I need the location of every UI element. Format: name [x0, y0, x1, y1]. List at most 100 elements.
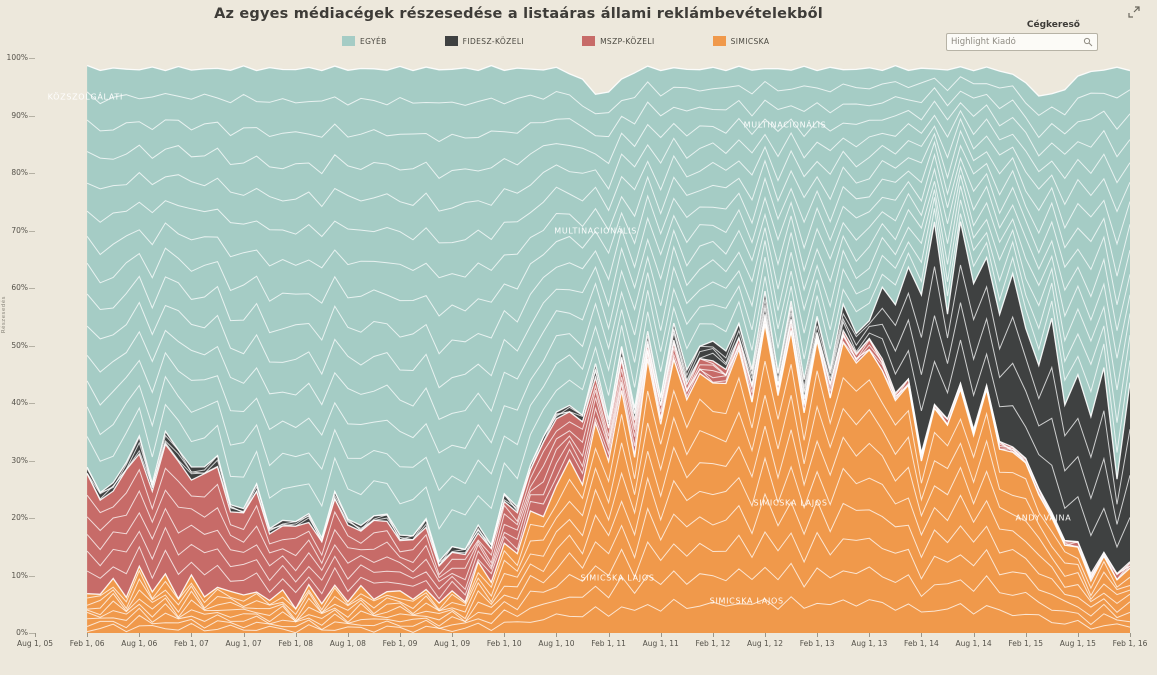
chart-canvas[interactable]: [35, 58, 1130, 633]
stream-line: [86, 395, 1130, 616]
y-axis-tick: [29, 115, 35, 117]
stream-line: [86, 109, 1130, 212]
x-axis-tick: [660, 633, 662, 637]
x-axis-tick: [556, 633, 558, 637]
x-axis-tick: [1130, 633, 1131, 637]
legend-label: FIDESZ-KÖZELI: [462, 36, 525, 46]
company-search-input[interactable]: [947, 37, 1083, 47]
legend-item-egyeb[interactable]: EGYÉB: [342, 36, 387, 46]
stacked-area-chart: KÖZSZOLGÁLATI MULTINACIONÁLIS MULTINACIONÁ…: [35, 58, 1130, 633]
x-axis-tick-label: Feb 1, 12: [695, 639, 731, 648]
stream-line: [86, 562, 1130, 631]
y-axis-tick: [29, 460, 35, 462]
x-axis-tick: [400, 633, 401, 637]
x-axis-tick: [973, 633, 975, 637]
legend-item-simicska[interactable]: SIMICSKA: [712, 36, 770, 46]
y-axis-tick: [29, 518, 35, 519]
x-axis-tick: [1077, 633, 1079, 637]
x-axis-tick: [817, 633, 819, 637]
stream-line: [86, 492, 1130, 623]
x-axis-tick: [608, 633, 610, 637]
page-title: Az egyes médiacégek részesedése a listaá…: [214, 6, 823, 22]
x-axis-tick-label: Aug 1, 15: [1059, 639, 1096, 648]
stream-line: [86, 129, 1130, 279]
x-axis-tick-label: Aug 1, 11: [642, 639, 679, 648]
stream-line: [86, 307, 1130, 564]
x-axis-tick: [139, 633, 141, 637]
x-axis-tick: [452, 633, 454, 637]
legend-item-mszp-kozeli[interactable]: MSZP-KÖZELI: [582, 36, 655, 46]
x-axis-tick-label: Feb 1, 16: [1112, 639, 1148, 648]
chart-annotation: MULTINACIONÁLIS: [554, 226, 638, 236]
egyeb-color-swatch: [342, 36, 355, 46]
x-axis-tick: [295, 633, 297, 637]
x-axis-tick: [191, 633, 193, 637]
band-boundary-line: [86, 221, 1130, 563]
stream-line: [86, 76, 1130, 117]
x-axis-tick-label: Aug 1, 06: [121, 639, 158, 648]
company-search-box[interactable]: [946, 33, 1098, 51]
stream-line: [86, 208, 1130, 530]
area-band-egy-b[interactable]: [87, 65, 1130, 562]
x-axis-tick-label: Aug 1, 13: [851, 639, 888, 648]
stream-line: [86, 456, 1130, 623]
x-axis-tick-label: Aug 1, 10: [538, 639, 575, 648]
x-axis-tick: [504, 633, 506, 637]
y-axis-tick: [29, 575, 35, 577]
x-axis-tick-label: Aug 1, 14: [955, 639, 992, 648]
x-axis-tick-label: Feb 1, 10: [486, 639, 522, 648]
chart-annotation: SIMICSKA LAJOS: [753, 498, 828, 508]
stream-line: [86, 596, 1130, 633]
simicska-color-swatch: [712, 36, 726, 46]
stream-line: [86, 140, 1130, 317]
x-axis-tick-label: Feb 1, 11: [591, 639, 626, 648]
x-axis-tick-label: Feb 1, 06: [69, 639, 105, 648]
x-axis-tick-label: Feb 1, 14: [904, 639, 939, 648]
y-axis-tick: [29, 173, 35, 174]
band-boundary-line: [86, 64, 1130, 97]
stream-line: [86, 100, 1130, 179]
y-axis-tick-label: 0%: [16, 628, 28, 637]
y-axis-tick-label: 40%: [11, 398, 28, 407]
legend-item-fidesz-kozeli[interactable]: FIDESZ-KÖZELI: [444, 36, 525, 46]
search-icon[interactable]: [1083, 37, 1093, 47]
stream-line: [86, 87, 1130, 143]
y-axis-tick: [29, 633, 35, 634]
legend-label: MSZP-KÖZELI: [600, 36, 655, 46]
stream-line: [86, 117, 1130, 244]
stream-line: [86, 185, 1130, 454]
area-band-simicska[interactable]: [87, 324, 1130, 633]
y-axis-tick-label: 90%: [11, 110, 28, 120]
x-axis-tick-label: Feb 1, 13: [799, 639, 835, 648]
stream-line: [86, 174, 1130, 420]
stream-line: [87, 425, 1130, 621]
y-axis-tick: [29, 58, 35, 59]
stream-line: [86, 197, 1130, 492]
legend-label: EGYÉB: [360, 36, 387, 46]
x-axis-tick: [712, 633, 714, 637]
x-axis-tick: [87, 633, 89, 637]
chart-annotation: SIMICSKA LAJOS: [709, 596, 784, 606]
x-axis-tick-label: Feb 1, 09: [382, 639, 418, 648]
stream-line: [86, 152, 1130, 355]
chart-annotation: MULTINACIONÁLIS: [743, 120, 827, 130]
x-axis-tick-label: Aug 1, 09: [434, 639, 471, 648]
stream-line: [87, 360, 1130, 611]
x-axis-tick-label: Feb 1, 08: [278, 639, 314, 648]
area-band-fidesz-k-zeli[interactable]: [87, 221, 1130, 574]
stream-line: [86, 165, 1130, 389]
x-axis-tick-label: Feb 1, 15: [1008, 639, 1044, 648]
fullscreen-expand-icon[interactable]: [1127, 4, 1141, 18]
y-axis-tick-label: 20%: [11, 513, 28, 522]
y-axis-tick-label: 30%: [11, 455, 28, 465]
chart-annotation: ANDY VAJNA: [1015, 513, 1072, 523]
x-axis-tick: [347, 633, 349, 637]
fidesz-kozeli-color-swatch: [444, 36, 458, 46]
chart-annotation: KÖZSZOLGÁLATI: [47, 92, 124, 102]
chart-annotation: SIMICSKA LAJOS: [580, 573, 655, 583]
x-axis-tick: [35, 633, 36, 637]
x-axis-tick-label: Aug 1, 12: [746, 639, 784, 648]
x-axis-tick-label: Aug 1, 07: [225, 639, 262, 648]
y-axis-tick-label: 80%: [11, 168, 28, 177]
x-axis-tick: [243, 633, 245, 637]
